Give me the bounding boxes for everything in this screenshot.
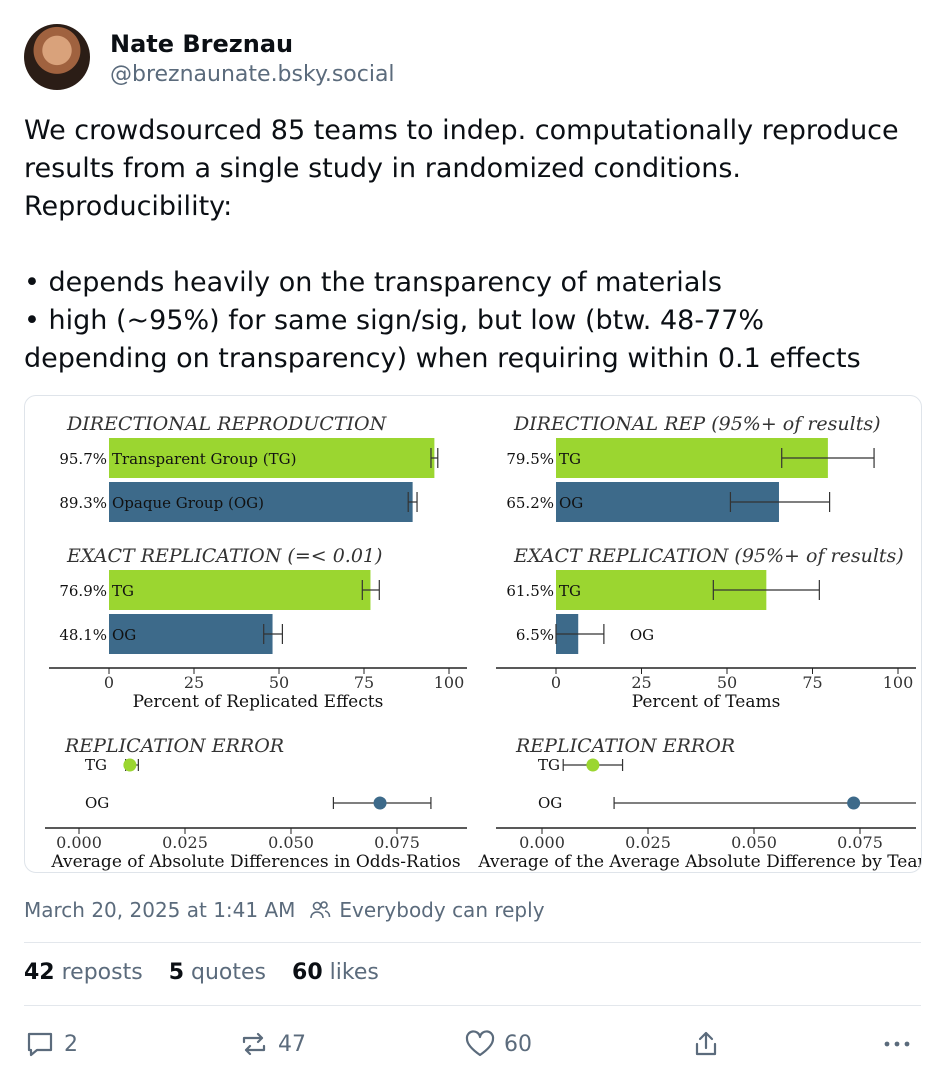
- chart-title: EXACT REPLICATION (=< 0.01): [66, 545, 382, 567]
- bar-category-label: OG: [559, 494, 583, 512]
- axis-tick-label: 0.000: [519, 833, 565, 852]
- post-image[interactable]: DIRECTIONAL REPRODUCTION 95.7% Transparent…: [24, 395, 922, 873]
- axis-tick-label: 0.025: [162, 833, 208, 852]
- axis-tick-label: 0.075: [374, 833, 420, 852]
- x-axis-label: Average of the Average Absolute Differen…: [477, 852, 921, 872]
- axis-tick-label: 0: [104, 673, 114, 692]
- bar-category-label: TG: [112, 582, 134, 600]
- reply-setting: Everybody can reply: [339, 898, 545, 922]
- axis-tick-label: 50: [269, 673, 289, 692]
- post-line: We crowdsourced 85 teams to indep. compu…: [24, 115, 899, 146]
- post-line: Reproducibility:: [24, 191, 233, 222]
- axis-tick-label: 25: [184, 673, 204, 692]
- bar-value-label: 76.9%: [59, 582, 107, 600]
- axis-tick-label: 0.050: [731, 833, 777, 852]
- people-icon: [310, 901, 331, 919]
- quotes-count: 5: [168, 960, 185, 985]
- point-label: OG: [538, 794, 562, 812]
- chart-title: REPLICATION ERROR: [64, 735, 284, 757]
- likes-count: 60: [292, 960, 323, 985]
- reposts-stat[interactable]: 42 reposts: [24, 960, 143, 985]
- reposts-label: reposts: [61, 960, 143, 985]
- bar-value-label: 61.5%: [506, 582, 554, 600]
- chart-title: DIRECTIONAL REPRODUCTION: [66, 413, 388, 435]
- bar-value-label: 95.7%: [59, 450, 107, 468]
- post-line: • depends heavily on the transparency of…: [24, 267, 722, 298]
- quotes-stat[interactable]: 5 quotes: [169, 960, 266, 985]
- bar-category-label: OG: [112, 626, 136, 644]
- bar: [109, 482, 413, 522]
- point-label: TG: [85, 756, 107, 774]
- post-line: • high (~95%) for same sign/sig, but low…: [24, 305, 765, 336]
- bar-value-label: 48.1%: [59, 626, 107, 644]
- share-button[interactable]: [690, 1028, 730, 1060]
- avatar[interactable]: [24, 24, 90, 90]
- post-line: results from a single study in randomize…: [24, 153, 741, 184]
- reposts-count: 42: [24, 960, 55, 985]
- reply-count: 2: [64, 1031, 78, 1057]
- divider: [24, 942, 921, 943]
- post-line: depending on transparency) when requirin…: [24, 343, 861, 374]
- bar: [109, 614, 273, 654]
- author-name[interactable]: Nate Breznau: [110, 30, 294, 58]
- axis-tick-label: 25: [631, 673, 651, 692]
- more-options-button[interactable]: [882, 1028, 920, 1060]
- post-text: We crowdsourced 85 teams to indep. compu…: [24, 112, 924, 378]
- more-icon: [884, 1041, 910, 1047]
- chart-title: REPLICATION ERROR: [515, 735, 735, 757]
- x-axis-label: Percent of Teams: [632, 692, 781, 712]
- reply-icon: [27, 1032, 53, 1057]
- chart-title: EXACT REPLICATION (95%+ of results): [513, 545, 904, 567]
- repost-button[interactable]: 47: [238, 1028, 306, 1060]
- data-point: [373, 796, 387, 810]
- author-handle[interactable]: @breznaunate.bsky.social: [110, 62, 395, 87]
- axis-tick-label: 75: [802, 673, 822, 692]
- axis-tick-label: 100: [434, 673, 465, 692]
- quotes-label: quotes: [191, 960, 267, 985]
- post-line: [24, 226, 924, 264]
- point-label: OG: [85, 794, 109, 812]
- axis-tick-label: 100: [883, 673, 914, 692]
- bar-category-label: OG: [630, 626, 654, 644]
- axis-tick-label: 0: [551, 673, 561, 692]
- bar-value-label: 65.2%: [506, 494, 554, 512]
- post-meta: March 20, 2025 at 1:41 AM Everybody can …: [24, 898, 545, 922]
- timestamp[interactable]: March 20, 2025 at 1:41 AM: [24, 898, 296, 922]
- x-axis-label: Average of Absolute Differences in Odds-…: [50, 852, 460, 872]
- bar: [109, 570, 371, 610]
- bar-value-label: 89.3%: [59, 494, 107, 512]
- axis-tick-label: 0.000: [56, 833, 102, 852]
- bar: [109, 438, 435, 478]
- action-bar: 2 47 60: [24, 1028, 921, 1062]
- heart-icon: [465, 1030, 495, 1057]
- reply-button[interactable]: 2: [24, 1028, 78, 1060]
- engagement-stats: 42 reposts 5 quotes 60 likes: [24, 960, 405, 985]
- bar-category-label: Transparent Group (TG): [112, 450, 296, 468]
- bar-value-label: 79.5%: [506, 450, 554, 468]
- like-button[interactable]: 60: [464, 1028, 532, 1060]
- axis-tick-label: 0.025: [625, 833, 671, 852]
- like-count: 60: [504, 1031, 532, 1057]
- axis-tick-label: 50: [717, 673, 737, 692]
- data-point: [123, 758, 137, 772]
- x-axis-label: Percent of Replicated Effects: [133, 692, 384, 712]
- bar-value-label: 6.5%: [516, 626, 554, 644]
- point-label: TG: [538, 756, 560, 774]
- likes-label: likes: [329, 960, 379, 985]
- bar-category-label: TG: [559, 450, 581, 468]
- likes-stat[interactable]: 60 likes: [292, 960, 379, 985]
- divider: [24, 1005, 921, 1006]
- data-point: [586, 758, 600, 772]
- bar-category-label: TG: [559, 582, 581, 600]
- repost-count: 47: [278, 1031, 306, 1057]
- share-icon: [695, 1031, 717, 1056]
- chart-title: DIRECTIONAL REP (95%+ of results): [513, 413, 881, 435]
- data-point: [847, 796, 861, 810]
- axis-tick-label: 0.050: [268, 833, 314, 852]
- axis-tick-label: 75: [354, 673, 374, 692]
- chart-figure: DIRECTIONAL REPRODUCTION 95.7% Transparent…: [45, 413, 921, 872]
- repost-icon: [242, 1032, 266, 1056]
- bar-category-label: Opaque Group (OG): [112, 494, 264, 512]
- axis-tick-label: 0.075: [837, 833, 883, 852]
